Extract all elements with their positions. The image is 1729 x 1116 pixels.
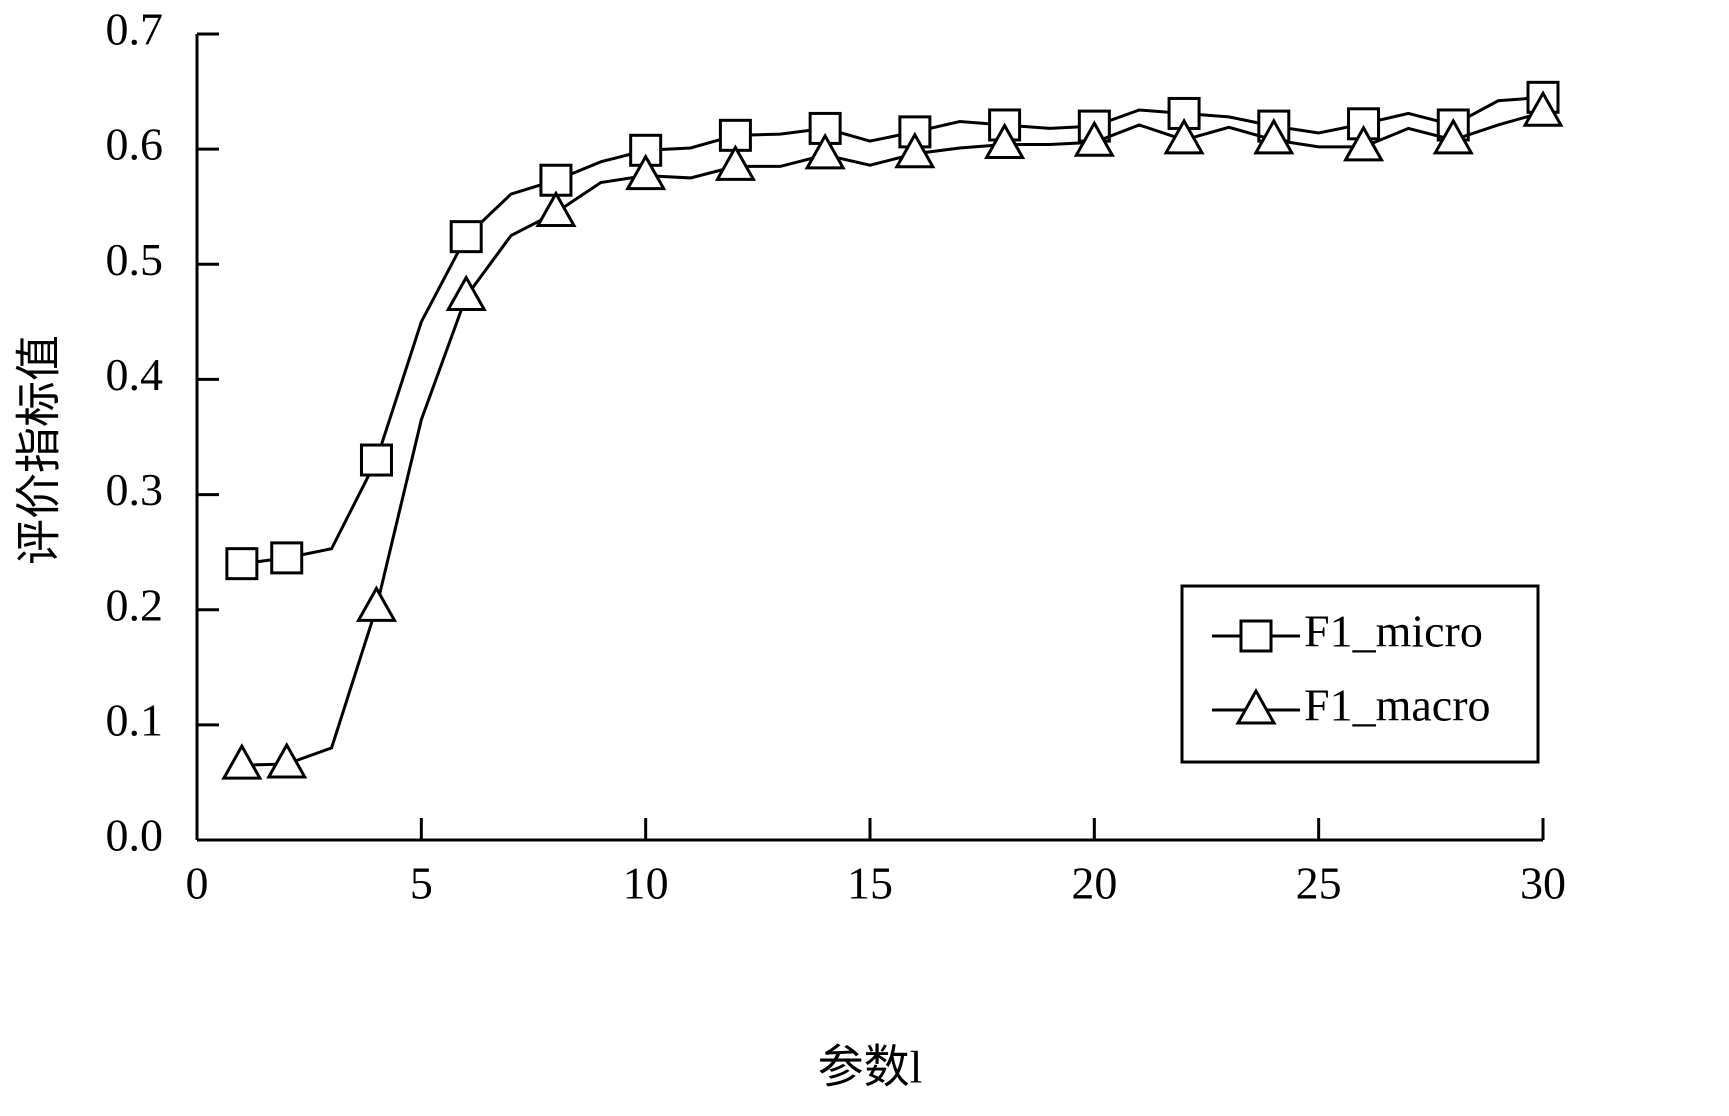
data-point [808,111,842,145]
x-tick-label: 10 [623,858,669,909]
data-point [449,220,483,254]
y-tick-label: 0.7 [106,4,164,55]
legend-box [1180,584,1540,764]
x-tick-label: 5 [410,858,433,909]
legend-marker [1235,687,1277,725]
data-point [266,741,308,779]
data-point [359,443,393,477]
data-point [625,153,667,191]
y-tick-label: 0.3 [106,464,164,515]
data-point [714,144,756,181]
data-point [1432,117,1474,155]
data-point [1342,124,1385,162]
y-tick-label: 0.4 [106,349,164,400]
y-axis-label: 评价指标值 [14,335,65,565]
legend-marker [1239,619,1273,653]
series-line [241,110,1544,767]
data-point [445,274,487,312]
y-tick-label: 0.6 [106,119,164,170]
data-point [270,541,304,575]
data-point [1163,117,1205,155]
data-point [535,190,577,227]
y-tick-label: 0.0 [106,810,164,861]
y-tick-label: 0.2 [106,579,164,630]
x-tick-label: 30 [1520,858,1566,909]
legend-label: F1_micro [1304,606,1483,657]
y-tick-label: 0.5 [106,234,164,285]
data-point [804,132,846,170]
data-point [894,131,936,169]
x-tick-label: 0 [186,858,209,909]
x-tick-label: 15 [847,858,893,909]
data-point [984,122,1026,160]
x-axis-label: 参数l [818,1042,923,1093]
data-point [221,743,263,780]
data-point [355,585,398,622]
x-tick-label: 25 [1296,858,1342,909]
data-point [225,547,259,581]
data-point [1253,117,1295,155]
data-point [1073,120,1115,157]
legend-label: F1_macro [1304,680,1491,731]
y-tick-label: 0.1 [106,694,164,745]
series-line [241,95,1544,566]
data-point [1522,90,1564,127]
x-tick-label: 20 [1071,858,1117,909]
